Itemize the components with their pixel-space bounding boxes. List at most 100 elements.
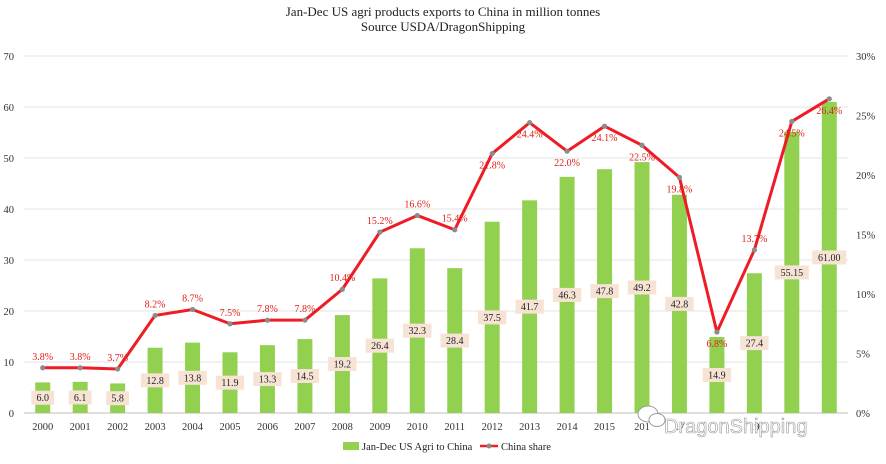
x-tick-label: 2015 [594,422,615,433]
watermark: DragonShipping [637,405,808,438]
watermark-text: DragonShipping [664,416,807,438]
bar-label-background [702,368,732,383]
line-data-label: 7.8% [294,304,315,315]
bar-data-label: 28.4 [446,336,464,347]
line-point [115,366,121,372]
bar-data-label: 6.1 [74,393,87,404]
bar-label-background [740,336,769,351]
line-point [601,123,608,129]
bar-data-label: 19.2 [334,360,352,371]
bar-data-label: 37.5 [483,313,501,324]
y-left-tick-label: 0 [9,409,14,420]
chart-title: Jan-Dec US agri products exports to Chin… [286,4,600,19]
bar-label-background [106,391,130,406]
bar-label-background [290,369,320,384]
wechat-icon [637,405,666,427]
line-series [40,96,832,372]
bar-data-label: 14.9 [708,371,726,382]
line-data-label: 24.4% [517,130,543,141]
bar-label-background [328,357,357,372]
line-point [189,306,196,313]
bar-data-label: 41.7 [521,302,539,313]
x-axis: 2000 2001 2002 2003 2004 2005 2006 2007 2008 2009… [32,422,759,433]
line-point [152,312,158,319]
line-point [452,227,458,233]
line-data-label: 19.8% [667,184,693,195]
line-data-label: 8.7% [182,293,203,304]
line-point [826,96,832,102]
line-point [227,321,233,327]
bar-data-label: 11.9 [221,378,238,389]
y-right-tick-label: 30% [856,52,876,63]
line-data-label: 3.8% [32,352,53,363]
y-axis-left: 0 10 20 30 40 50 60 70 [4,52,15,420]
line-data-label: 15.4% [442,214,468,225]
bar-data-label: 6.0 [36,393,49,404]
y-right-tick-label: 10% [856,290,876,301]
line-point [489,150,495,157]
line-point [639,142,645,148]
line-point [714,329,720,335]
line-data-label: 10.4% [329,273,355,284]
x-tick-label: 2007 [294,422,315,433]
bar-data-label: 13.8 [184,373,202,384]
line-data-label: 7.5% [220,308,241,319]
y-right-tick-label: 5% [856,350,870,361]
bar-label-background [665,296,694,311]
x-tick-label: 19 [749,422,760,433]
share-line [42,97,831,371]
x-tick-label: 2004 [182,422,204,433]
y-left-tick-label: 40 [4,205,15,216]
bar-data-label: 5.8 [111,394,124,405]
y-right-tick-label: 15% [856,231,876,242]
y-left-tick-label: 10 [4,358,15,369]
bar-label-background [403,323,432,338]
line-point [302,317,308,323]
bar-label-background [140,373,170,388]
line-point [339,286,345,292]
bar-data-label: 49.2 [633,283,651,294]
line-data-label: 22.5% [629,152,655,163]
legend-label-bar: Jan-Dec US Agri to China [362,442,473,453]
bar-data-label: 47.8 [596,287,614,298]
bar-label-background [253,372,282,387]
x-tick-label: 2011 [444,422,465,433]
line-point [264,317,271,323]
x-tick-label: 2012 [482,422,503,433]
line-data-label: 21.8% [479,161,505,172]
line-point [377,229,383,235]
bar-label-background [774,265,809,280]
line-data-label: 22.0% [554,158,580,169]
legend-swatch-bar [343,442,359,450]
y-left-tick-label: 50 [4,154,15,165]
bar-label-background [552,287,582,302]
bar-label-background [440,333,469,348]
bar-data-label: 61.00 [818,253,841,264]
line-point [77,365,83,371]
bar-label-background [812,250,847,265]
x-tick-label: 2014 [557,422,579,433]
line-point [564,148,570,154]
line-data-label: 15.2% [367,216,393,227]
line-point [414,212,420,219]
x-tick-label: 201 [634,422,650,433]
x-tick-label: 2000 [32,422,53,433]
line-data-label: 26.4% [816,106,842,117]
line-data-label: 8.2% [145,299,166,310]
line-data-label: 3.7% [107,353,128,364]
line-data-label: 24.5% [779,128,805,139]
y-left-tick-label: 60 [4,103,15,114]
bar-data-label: 14.5 [296,372,314,383]
line-data-label: 16.6% [404,199,430,210]
x-tick-label: 2006 [257,422,278,433]
y-left-tick-label: 30 [4,256,15,267]
legend: Jan-Dec US Agri to China China share [343,442,551,453]
y-right-tick-label: 0% [856,409,870,420]
line-data-labels: 3.8% 3.8% 3.7% 8.2% 8.7% 7.5% 7.8% 7.8% 10.4% 15.… [32,106,842,364]
bar-label-background [515,299,544,314]
legend-swatch-marker [486,443,492,449]
bar-data-label: 32.3 [409,326,427,337]
line-data-label: 3.8% [70,352,91,363]
line-data-label: 7.8% [257,304,278,315]
